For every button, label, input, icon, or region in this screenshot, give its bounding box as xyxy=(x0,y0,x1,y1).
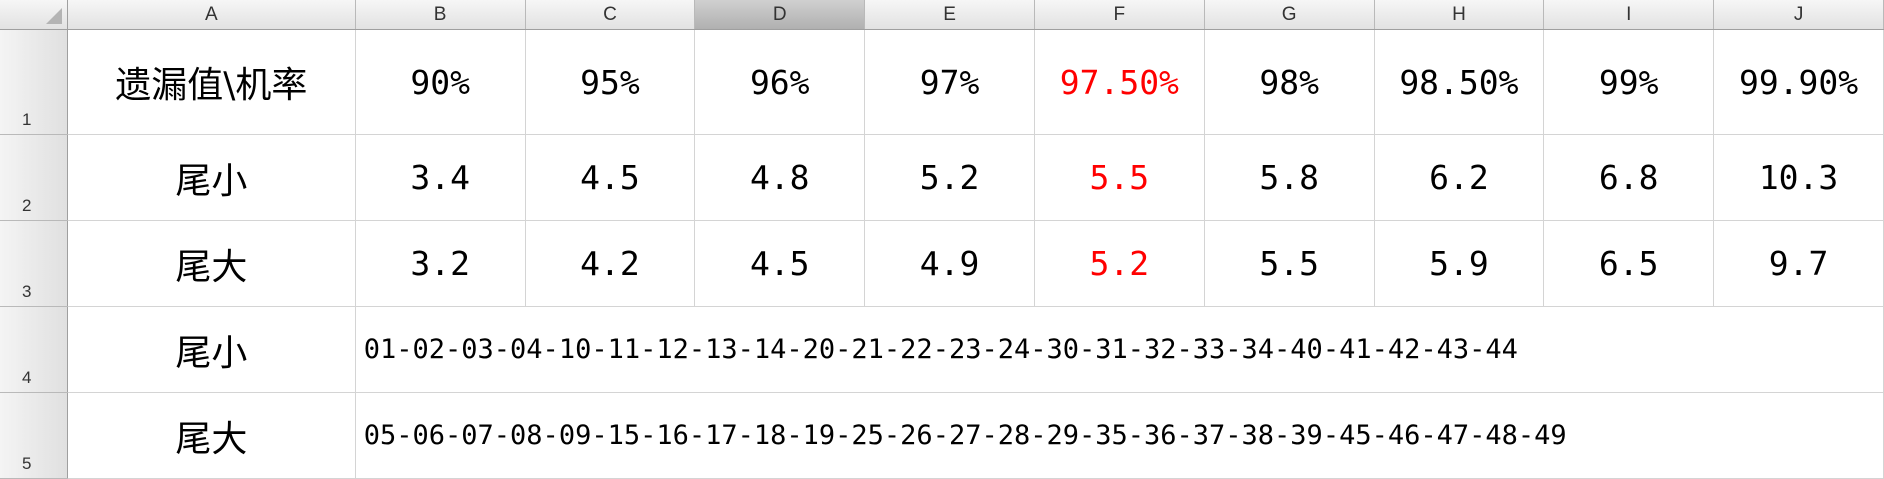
cell-i1[interactable]: 99% xyxy=(1543,29,1715,135)
cell-d1[interactable]: 96% xyxy=(694,29,866,135)
cell-i2[interactable]: 6.8 xyxy=(1543,134,1715,221)
select-all-corner[interactable] xyxy=(0,0,68,30)
column-header-g[interactable]: G xyxy=(1204,0,1375,30)
cell-j3[interactable]: 9.7 xyxy=(1713,220,1884,307)
cell-b2[interactable]: 3.4 xyxy=(355,134,526,221)
cell-h1[interactable]: 98.50% xyxy=(1374,29,1545,135)
cell-h3[interactable]: 5.9 xyxy=(1374,220,1545,307)
column-header-a[interactable]: A xyxy=(67,0,356,30)
cell-j1[interactable]: 99.90% xyxy=(1713,29,1884,135)
cell-e2[interactable]: 5.2 xyxy=(864,134,1035,221)
cell-i3[interactable]: 6.5 xyxy=(1543,220,1715,307)
cell-c1[interactable]: 95% xyxy=(525,29,696,135)
cell-a1[interactable]: 遗漏值\机率 xyxy=(67,29,356,135)
column-header-c[interactable]: C xyxy=(525,0,696,30)
column-header-i[interactable]: I xyxy=(1543,0,1715,30)
cell-a4[interactable]: 尾小 xyxy=(67,306,356,393)
cell-c3[interactable]: 4.2 xyxy=(525,220,696,307)
merged-cell-b5-j5[interactable]: 05-06-07-08-09-15-16-17-18-19-25-26-27-2… xyxy=(355,392,1884,479)
row-header-2[interactable]: 2 xyxy=(0,134,68,221)
cell-c2[interactable]: 4.5 xyxy=(525,134,696,221)
merged-cell-b4-j4[interactable]: 01-02-03-04-10-11-12-13-14-20-21-22-23-2… xyxy=(355,306,1884,393)
column-header-h[interactable]: H xyxy=(1374,0,1545,30)
cell-a3[interactable]: 尾大 xyxy=(67,220,356,307)
cell-j2[interactable]: 10.3 xyxy=(1713,134,1884,221)
row-header-1[interactable]: 1 xyxy=(0,29,68,135)
column-header-b[interactable]: B xyxy=(355,0,526,30)
select-all-triangle-icon xyxy=(45,8,62,24)
cell-g2[interactable]: 5.8 xyxy=(1204,134,1375,221)
cell-f2[interactable]: 5.5 xyxy=(1034,134,1205,221)
cell-d3[interactable]: 4.5 xyxy=(694,220,866,307)
row-header-3[interactable]: 3 xyxy=(0,220,68,307)
row-header-5[interactable]: 5 xyxy=(0,392,68,479)
row-header-4[interactable]: 4 xyxy=(0,306,68,393)
column-header-f[interactable]: F xyxy=(1034,0,1205,30)
cell-e3[interactable]: 4.9 xyxy=(864,220,1035,307)
cell-d2[interactable]: 4.8 xyxy=(694,134,866,221)
column-header-e[interactable]: E xyxy=(864,0,1035,30)
cell-h2[interactable]: 6.2 xyxy=(1374,134,1545,221)
column-header-j[interactable]: J xyxy=(1713,0,1884,30)
cell-f3[interactable]: 5.2 xyxy=(1034,220,1205,307)
cell-a5[interactable]: 尾大 xyxy=(67,392,356,479)
column-header-d[interactable]: D xyxy=(694,0,866,30)
cell-e1[interactable]: 97% xyxy=(864,29,1035,135)
cell-g3[interactable]: 5.5 xyxy=(1204,220,1375,307)
cell-b3[interactable]: 3.2 xyxy=(355,220,526,307)
cell-a2[interactable]: 尾小 xyxy=(67,134,356,221)
cell-g1[interactable]: 98% xyxy=(1204,29,1375,135)
cell-b1[interactable]: 90% xyxy=(355,29,526,135)
cell-f1[interactable]: 97.50% xyxy=(1034,29,1205,135)
